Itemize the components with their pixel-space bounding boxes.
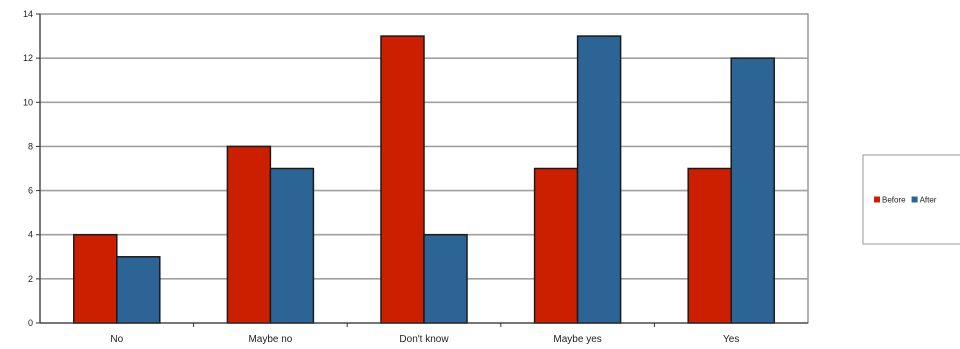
y-tick-label: 14: [23, 9, 33, 19]
y-tick-label: 8: [28, 141, 33, 151]
legend-label-before: Before: [882, 196, 906, 205]
bar-after-2: [423, 233, 468, 324]
y-tick-label: 4: [28, 230, 33, 240]
x-tick-label: Yes: [723, 334, 739, 345]
y-tick-label: 2: [28, 274, 33, 284]
legend-swatch-after: [911, 196, 918, 203]
bar-before-2: [380, 35, 425, 324]
bar-before-3: [533, 167, 579, 324]
bar-before-4: [687, 167, 732, 324]
y-tick-label: 12: [23, 53, 33, 63]
bars: [73, 35, 775, 324]
bar-after-4: [730, 57, 775, 324]
bar-after-3: [576, 35, 622, 324]
x-tick-label: Maybe no: [248, 334, 292, 345]
y-tick-label: 6: [28, 186, 33, 196]
bar-before-0: [73, 233, 118, 324]
x-tick-label: No: [110, 334, 123, 345]
legend: Before After: [862, 154, 960, 245]
x-tick-label: Don't know: [399, 334, 449, 345]
legend-label-after: After: [920, 196, 937, 205]
y-tick-label: 10: [23, 97, 33, 107]
bar-after-1: [269, 167, 315, 324]
legend-swatch-before: [874, 196, 880, 203]
axes: 0 2 4 6 8 10 12 14 No Maybe no Don't know Maybe yes…: [23, 9, 808, 345]
x-tick-label: Maybe yes: [553, 334, 601, 345]
y-tick-label: 0: [28, 318, 33, 328]
bar-before-1: [226, 145, 272, 324]
bar-after-0: [116, 256, 161, 324]
